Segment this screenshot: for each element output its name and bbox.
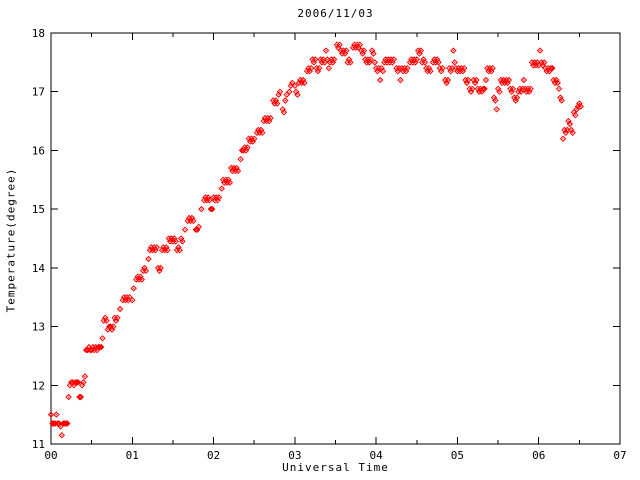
x-tick-label: 03: [288, 449, 301, 462]
y-tick-label: 13: [32, 321, 45, 334]
y-tick-label: 18: [32, 27, 45, 40]
chart-title: 2006/11/03: [297, 7, 374, 20]
y-tick-label: 17: [32, 86, 45, 99]
axis-tick-labels: 00 01 02 03 04 05 06 07 11 12 13 14 15 16 17 18: [32, 27, 627, 462]
axis-ticks: [50, 32, 621, 445]
x-tick-label: 06: [532, 449, 545, 462]
x-axis-label: Universal Time: [282, 461, 389, 474]
x-tick-label: 00: [44, 449, 57, 462]
y-tick-label: 15: [32, 203, 45, 216]
y-tick-label: 16: [32, 144, 45, 157]
x-tick-label: 01: [126, 449, 139, 462]
x-tick-label: 05: [451, 449, 464, 462]
x-tick-label: 07: [613, 449, 626, 462]
y-tick-label: 14: [32, 262, 46, 275]
plot-border: [50, 32, 621, 445]
x-tick-label: 02: [207, 449, 220, 462]
x-tick-label: 04: [370, 449, 384, 462]
temperature-series: [47, 41, 584, 439]
y-tick-label: 11: [32, 438, 45, 451]
y-tick-label: 12: [32, 379, 45, 392]
